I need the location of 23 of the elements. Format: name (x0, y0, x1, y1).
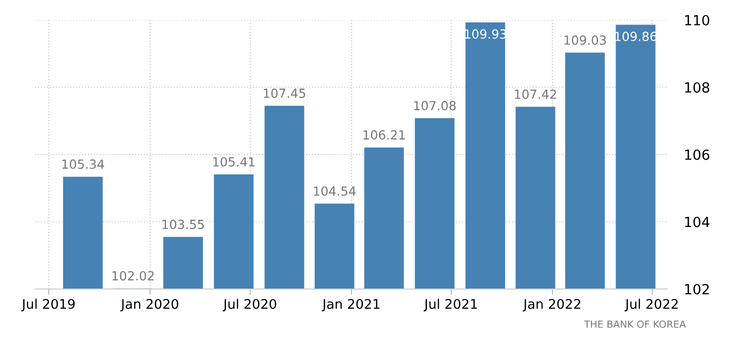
x-tick-label: Jan 2022 (522, 298, 580, 312)
x-tick-label: Jan 2021 (322, 298, 380, 312)
data-label: 103.55 (162, 220, 204, 230)
data-label: 109.03 (564, 35, 606, 45)
x-tick-label: Jul 2022 (624, 298, 678, 312)
text: THE BANK OF KOREA (584, 320, 686, 328)
data-label: 107.45 (264, 88, 306, 98)
data-label: 107.08 (414, 100, 456, 110)
y-tick-label: 106 (685, 149, 710, 160)
data-label: 105.41 (213, 157, 254, 167)
data-label: 106.21 (364, 130, 405, 140)
data-label: 107.42 (514, 89, 556, 99)
data-label: 104.54 (314, 186, 356, 196)
x-tick-label: Jul 2020 (222, 298, 276, 312)
x-tick-label: Jul 2019 (21, 298, 75, 312)
y-tick-label: 102 (685, 284, 709, 294)
x-tick-label: Jul 2021 (424, 298, 477, 312)
y-tick-label: 104 (685, 216, 710, 228)
data-label: 105.34 (62, 159, 104, 169)
y-tick-label: 108 (685, 82, 710, 93)
x-tick-label: Jan 2020 (120, 298, 178, 312)
data-label: 102.02 (112, 271, 154, 281)
y-tick-label: 110 (685, 14, 710, 26)
